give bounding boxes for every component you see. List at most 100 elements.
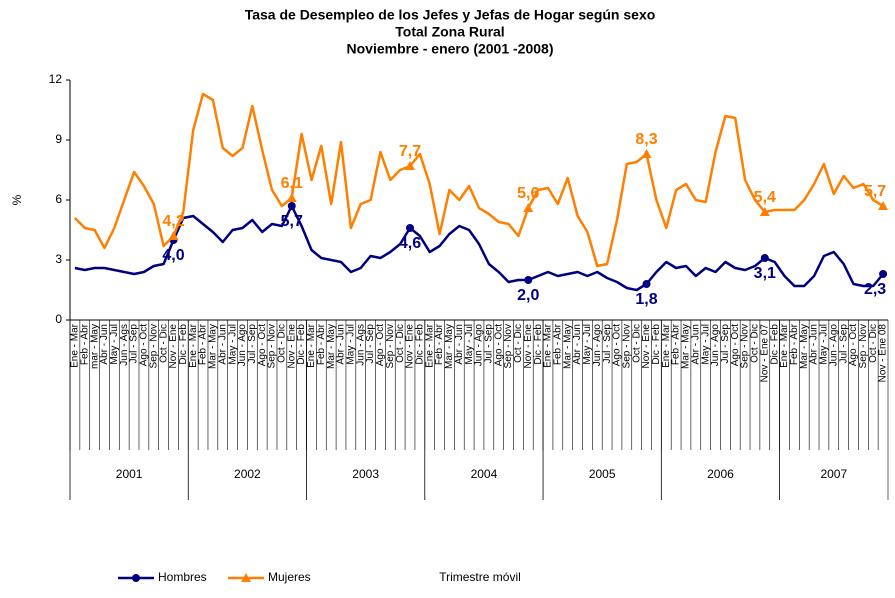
x-tick-label: Jul - Sep bbox=[838, 324, 849, 364]
x-tick-label: Jul - Sep bbox=[365, 324, 376, 364]
y-tick-label: 0 bbox=[55, 312, 62, 326]
marker bbox=[642, 280, 651, 288]
x-tick-label: Jul - Sep bbox=[247, 324, 258, 364]
x-tick-label: Ene - Mar bbox=[70, 323, 81, 368]
x-tick-label: Feb - Abr bbox=[789, 323, 800, 365]
x-tick-label: Ago - Oct bbox=[730, 324, 741, 366]
x-tick-label: Nov - Ene 07 bbox=[759, 324, 770, 383]
y-tick-label: 3 bbox=[55, 252, 62, 266]
x-tick-label: Jul - Sep bbox=[129, 324, 140, 364]
marker bbox=[523, 203, 534, 212]
x-tick-label: Ago - Oct bbox=[257, 324, 268, 366]
x-tick-label: May - Jul bbox=[464, 324, 475, 365]
x-tick-label: Oct - Dic bbox=[158, 324, 169, 363]
marker bbox=[878, 201, 889, 210]
data-label: 7,7 bbox=[399, 143, 421, 160]
x-tick-label: Dic - Feb bbox=[415, 324, 426, 365]
data-label: 5,6 bbox=[517, 185, 539, 202]
x-tick-label: Jun - Ago bbox=[237, 324, 248, 367]
x-tick-label: Ago - Oct bbox=[493, 324, 504, 366]
x-tick-label: Oct - Dic bbox=[750, 324, 761, 363]
x-tick-label: Ene - Mar bbox=[306, 323, 317, 368]
x-tick-label: Ene - Mar bbox=[779, 323, 790, 368]
marker bbox=[132, 574, 140, 582]
x-tick-label: Ene - Mar bbox=[424, 323, 435, 368]
year-label: 2002 bbox=[234, 467, 261, 481]
marker bbox=[286, 193, 297, 202]
x-tick-label: Nov - Ene bbox=[405, 324, 416, 369]
data-label: 2,3 bbox=[864, 281, 886, 298]
x-tick-label: Ago - Oct bbox=[375, 324, 386, 366]
data-label: 1,8 bbox=[635, 291, 657, 308]
x-tick-label: Sep - Nov bbox=[740, 324, 751, 368]
x-tick-label: Abr - Jun bbox=[809, 324, 820, 365]
x-tick-label: May - Jul bbox=[819, 324, 830, 365]
x-tick-label: Sep - Nov bbox=[503, 324, 514, 368]
data-label: 4,2 bbox=[162, 213, 184, 230]
x-tick-label: Nov - Ene bbox=[286, 324, 297, 369]
x-tick-label: Abr - Jun bbox=[690, 324, 701, 365]
x-tick-label: Dic - Feb bbox=[178, 324, 189, 365]
x-tick-label: May - Jul bbox=[582, 324, 593, 365]
year-label: 2001 bbox=[116, 467, 143, 481]
x-tick-label: Feb - Abr bbox=[198, 323, 209, 365]
x-tick-label: May - Jul bbox=[109, 324, 120, 365]
x-tick-label: Nov - Ene bbox=[641, 324, 652, 369]
year-label: 2005 bbox=[589, 467, 616, 481]
chart-title: Total Zona Rural bbox=[395, 24, 504, 40]
data-label: 4,6 bbox=[399, 235, 421, 252]
x-tick-label: Mar - May bbox=[208, 324, 219, 369]
x-tick-label: Mar - May bbox=[444, 324, 455, 369]
marker bbox=[406, 224, 415, 232]
x-tick-label: Sep - Nov bbox=[858, 324, 869, 368]
y-axis-label: % bbox=[10, 194, 24, 205]
y-tick-label: 6 bbox=[55, 192, 62, 206]
legend-label: Mujeres bbox=[268, 570, 311, 584]
x-tick-label: Ago - Oct bbox=[848, 324, 859, 366]
chart-title: Noviembre - enero (2001 -2008) bbox=[347, 41, 554, 57]
x-tick-label: Nov - Ene bbox=[168, 324, 179, 369]
data-label: 5,7 bbox=[281, 213, 303, 230]
x-tick-label: Oct - Dic bbox=[513, 324, 524, 363]
marker bbox=[524, 276, 533, 284]
x-tick-label: Oct - Dic bbox=[631, 324, 642, 363]
y-tick-label: 9 bbox=[55, 132, 62, 146]
x-tick-label: Sep - Nov bbox=[385, 324, 396, 368]
x-tick-label: Sep - Nov bbox=[267, 324, 278, 368]
data-label: 3,1 bbox=[754, 265, 776, 282]
series-line bbox=[74, 92, 884, 268]
x-tick-label: Jun - Ago bbox=[474, 324, 485, 367]
x-tick-label: Abr - Jun bbox=[572, 324, 583, 365]
data-label: 6,1 bbox=[281, 175, 303, 192]
data-label: 4,0 bbox=[162, 247, 184, 264]
x-tick-label: Feb - Abr bbox=[79, 323, 90, 365]
x-tick-label: Dic - Feb bbox=[296, 324, 307, 365]
marker bbox=[287, 202, 296, 210]
x-tick-label: Mar - May bbox=[326, 324, 337, 369]
x-tick-label: Ene - Mar bbox=[188, 323, 199, 368]
x-tick-label: Mar - May bbox=[681, 324, 692, 369]
x-tick-label: Ago - Oct bbox=[139, 324, 150, 366]
marker bbox=[879, 270, 888, 278]
marker bbox=[641, 149, 652, 158]
marker bbox=[168, 231, 179, 240]
year-label: 2003 bbox=[352, 467, 379, 481]
x-tick-label: Feb - Abr bbox=[671, 323, 682, 365]
x-tick-label: Jun - Ags bbox=[355, 324, 366, 366]
marker bbox=[759, 207, 770, 216]
series-line bbox=[74, 204, 885, 292]
year-label: 2004 bbox=[471, 467, 498, 481]
x-tick-label: Abr - Jun bbox=[217, 324, 228, 365]
y-tick-label: 12 bbox=[49, 72, 63, 86]
marker bbox=[241, 573, 251, 582]
x-tick-label: Ene - Mar bbox=[543, 323, 554, 368]
x-tick-label: Jun - Ago bbox=[592, 324, 603, 367]
x-tick-label: Ago - Oct bbox=[612, 324, 623, 366]
legend-label: Hombres bbox=[158, 570, 207, 584]
x-tick-label: Feb - Abr bbox=[552, 323, 563, 365]
x-tick-label: May - Jul bbox=[346, 324, 357, 365]
year-label: 2006 bbox=[707, 467, 734, 481]
x-tick-label: Jun - Ago bbox=[710, 324, 721, 367]
x-tick-label: Oct - Dic bbox=[395, 324, 406, 363]
